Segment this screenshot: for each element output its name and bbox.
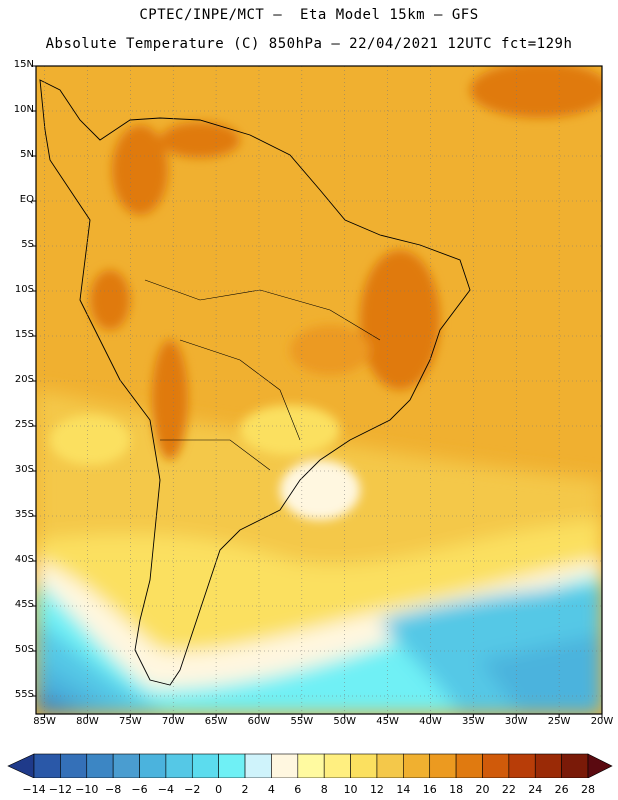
colorbar-label: −10: [75, 783, 99, 796]
colorbar-swatch: [323, 753, 351, 778]
colorbar-label: 4: [267, 783, 275, 796]
map-frame: [35, 65, 603, 715]
colorbar-swatch: [297, 753, 325, 778]
colorbar-swatch: [112, 753, 140, 778]
lat-label: 5S: [21, 239, 34, 250]
lat-label: 35S: [14, 509, 34, 520]
colorbar-label: 16: [422, 783, 437, 796]
lat-label: 25S: [14, 419, 34, 430]
colorbar-arrow-right: [587, 753, 613, 778]
colorbar-label: 20: [475, 783, 490, 796]
colorbar-swatch: [534, 753, 562, 778]
lon-label: 30W: [504, 716, 528, 727]
lon-label: 80W: [76, 716, 99, 727]
map-title-line1: CPTEC/INPE/MCT – Eta Model 15km – GFS: [139, 7, 479, 23]
colorbar-label: −12: [48, 783, 72, 796]
lat-label: 40S: [14, 554, 34, 565]
coastline: [39, 79, 471, 686]
colorbar-swatch: [60, 753, 88, 778]
lon-label: 35W: [462, 716, 485, 727]
lon-label: 65W: [204, 716, 228, 727]
colorbar-label: 26: [554, 783, 569, 796]
lat-label: 5N: [20, 149, 34, 160]
colorbar-label: −6: [131, 783, 148, 796]
colorbar-label: 8: [320, 783, 328, 796]
colorbar-label: 28: [581, 783, 595, 796]
colorbar-swatch: [350, 753, 378, 778]
colorbar-label: 24: [528, 783, 543, 796]
colorbar-swatch: [218, 753, 246, 778]
temperature-map: [32, 65, 603, 718]
colorbar-label: −14: [22, 783, 46, 796]
lon-label: 75W: [119, 716, 142, 727]
lat-label: 30S: [14, 464, 34, 475]
map-title-line2: Absolute Temperature (C) 850hPa – 22/04/…: [45, 36, 573, 52]
colorbar-swatch: [271, 753, 299, 778]
colorbar-swatch: [191, 753, 219, 778]
colorbar-swatch: [33, 753, 61, 778]
colorbar-label: −2: [184, 783, 201, 796]
colorbar-swatch: [455, 753, 483, 778]
lat-label: EQ: [19, 194, 34, 205]
colorbar-swatch: [561, 753, 589, 778]
lon-label: 40W: [419, 716, 442, 727]
colorbar-swatch: [376, 753, 404, 778]
lon-label: 20W: [590, 716, 614, 727]
colorbar-label: 22: [501, 783, 516, 796]
lat-label: 15S: [14, 329, 34, 340]
lon-label: 25W: [547, 716, 571, 727]
colorbar-swatch: [165, 753, 193, 778]
colorbar-swatch: [508, 753, 536, 778]
lon-label: 55W: [290, 716, 314, 727]
colorbar-swatch: [86, 753, 114, 778]
colorbar-label: 0: [215, 783, 223, 796]
colorbar-label: 2: [241, 783, 249, 796]
colorbar-arrow-left: [7, 753, 35, 778]
colorbar-label: −8: [105, 783, 122, 796]
lon-label: 70W: [161, 716, 185, 727]
colorbar-swatch: [244, 753, 272, 778]
colorbar-label: −4: [157, 783, 174, 796]
lat-label: 15N: [13, 59, 34, 70]
colorbar: [7, 753, 613, 778]
lon-label: 60W: [247, 716, 271, 727]
lat-label: 10N: [13, 104, 34, 115]
lat-label: 50S: [14, 644, 34, 655]
lat-label: 20S: [14, 374, 34, 385]
colorbar-label: 10: [343, 783, 358, 796]
colorbar-swatch: [139, 753, 167, 778]
lat-label: 45S: [14, 599, 34, 610]
lat-label: 55S: [14, 689, 34, 700]
lon-label: 85W: [33, 716, 56, 727]
colorbar-swatch: [429, 753, 457, 778]
colorbar-label: 6: [294, 783, 302, 796]
colorbar-label: 14: [396, 783, 411, 796]
colorbar-label: 12: [369, 783, 384, 796]
colorbar-label: 18: [449, 783, 464, 796]
lon-label: 50W: [333, 716, 357, 727]
lon-label: 45W: [376, 716, 399, 727]
colorbar-swatch: [482, 753, 510, 778]
colorbar-swatch: [403, 753, 431, 778]
lat-label: 10S: [14, 284, 34, 295]
